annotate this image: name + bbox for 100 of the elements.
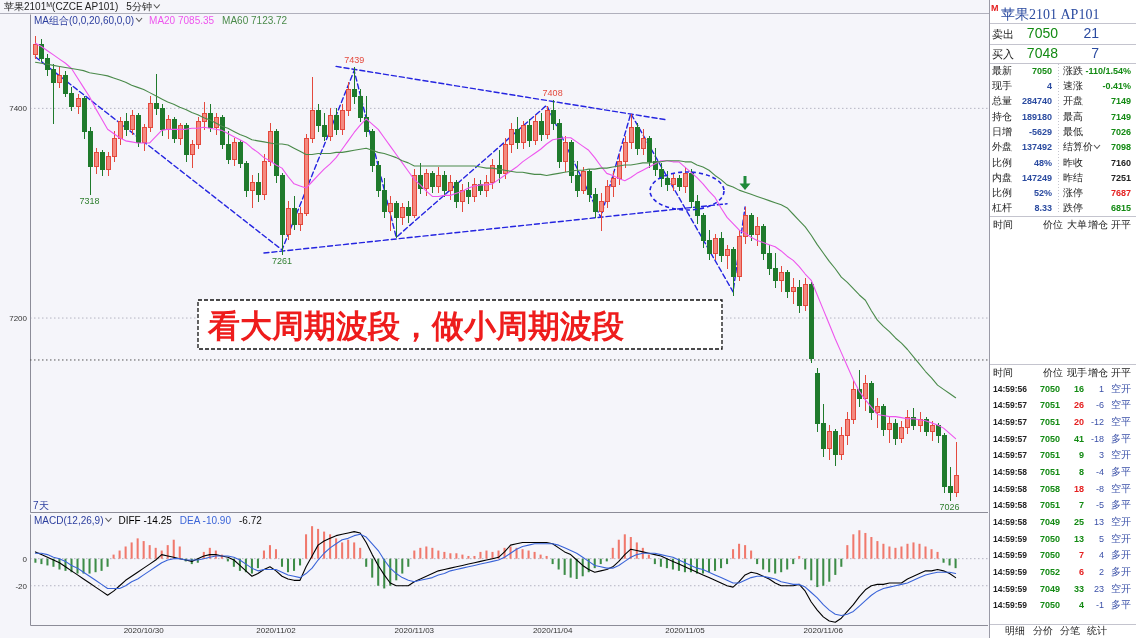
text: -18 [1090, 433, 1104, 444]
y-tick-label: -20 [15, 581, 28, 591]
text: 现手 [1067, 367, 1087, 378]
text: 7048 [1026, 45, 1059, 61]
text: 13 [1073, 533, 1084, 544]
text: 统计 [1087, 625, 1107, 636]
text: 7050 [1039, 550, 1060, 561]
text: 137492 [1021, 142, 1052, 152]
text: 16 [1073, 383, 1084, 394]
text: 7 [1078, 500, 1084, 511]
text: 13 [1093, 516, 1104, 527]
text: 7049 [1039, 583, 1060, 594]
text: 7 [1091, 45, 1100, 61]
text: 多开 [1111, 565, 1131, 577]
text: 多平 [1111, 499, 1131, 511]
text: 189180 [1021, 112, 1052, 122]
text: 7050 [1039, 533, 1060, 544]
text: 14:59:59 [993, 533, 1028, 544]
text: 7050 [1026, 25, 1059, 41]
text: 284740 [1021, 96, 1052, 106]
text: 7149 [1110, 96, 1131, 106]
text: 日增 [992, 126, 1012, 137]
text: MA20 7085.35 [149, 15, 215, 26]
text: 3 [1098, 450, 1104, 461]
text: 4 [1046, 81, 1052, 91]
text: -0.41% [1102, 81, 1131, 91]
text: 7160 [1110, 158, 1131, 168]
text: 空开 [1111, 515, 1131, 527]
text: 14:59:57 [993, 450, 1028, 461]
text: 7052 [1039, 566, 1060, 577]
text: 14:59:58 [993, 500, 1028, 511]
text: 买入 [992, 48, 1014, 60]
text: 昨结 [1063, 172, 1083, 183]
x-tick-label: 2020/11/05 [665, 625, 706, 635]
text: -8 [1095, 483, 1104, 494]
text: 速涨 [1063, 80, 1083, 91]
text: 苹果2101 AP101 [1001, 7, 1100, 22]
text: -4 [1095, 466, 1104, 477]
text: 7149 [1110, 112, 1131, 122]
text: 41 [1073, 433, 1084, 444]
text: 14:59:59 [993, 600, 1028, 611]
y-tick-label: 7400 [9, 104, 28, 114]
x-tick-label: 2020/10/30 [123, 625, 165, 635]
text: M [991, 3, 999, 13]
text: 分价 [1033, 625, 1053, 636]
text: 9 [1078, 450, 1084, 461]
text: 多开 [1111, 549, 1131, 561]
text: -12 [1090, 416, 1104, 427]
text: 空开 [1111, 582, 1131, 594]
text: 14:59:57 [993, 400, 1028, 411]
legend-title: MA组合(0,0,20,60,0,0) [34, 15, 135, 26]
text: 开平 [1111, 219, 1131, 230]
text: 33 [1073, 583, 1084, 594]
text: 7050 [1039, 383, 1060, 394]
text: -5629 [1028, 127, 1052, 137]
text: 7051 [1039, 416, 1060, 427]
annotation: 7408 [542, 87, 563, 98]
text: 5 [1098, 533, 1104, 544]
text: 7050 [1039, 600, 1060, 611]
text: 总量 [991, 95, 1012, 106]
legend-title: MACD(12,26,9) [34, 515, 104, 526]
text: -6 [1095, 400, 1104, 411]
text: 14:59:58 [993, 483, 1028, 494]
y-tick-label: 0 [22, 554, 28, 564]
annotation: 7026 [939, 502, 960, 513]
text: 7026 [1110, 127, 1131, 137]
annotation: -6.72 [238, 515, 263, 526]
text: 跌停 [1063, 202, 1083, 213]
text: 增仓 [1087, 219, 1108, 230]
text: 6815 [1110, 203, 1131, 213]
text: -110/1.54% [1085, 66, 1131, 76]
text: 26 [1073, 400, 1084, 411]
text: 7051 [1039, 450, 1060, 461]
text: 7251 [1110, 173, 1131, 183]
text: 52% [1033, 188, 1052, 198]
text: MA60 7123.72 [222, 15, 288, 26]
text: 最新 [992, 65, 1012, 76]
text: 21 [1083, 25, 1100, 41]
text: 8 [1078, 466, 1084, 477]
text: 开平 [1111, 367, 1131, 378]
text: 明细 [1005, 625, 1025, 636]
text: 7050 [1031, 66, 1052, 76]
annotation: 7439 [344, 55, 365, 66]
text: 时间 [993, 367, 1013, 378]
text: 14:59:58 [993, 466, 1028, 477]
text: 4 [1098, 550, 1104, 561]
text: 多平 [1111, 599, 1131, 611]
text: 大单 [1067, 219, 1087, 230]
annotation: 7天 [33, 500, 49, 511]
text: 比例 [992, 187, 1012, 198]
text: 现手 [992, 80, 1012, 91]
text: 7098 [1110, 142, 1131, 152]
text: 开盘 [1063, 95, 1083, 106]
text: 内盘 [992, 172, 1012, 183]
text: 18 [1073, 483, 1084, 494]
text: 外盘 [992, 141, 1012, 152]
text: 7049 [1039, 516, 1060, 527]
text: -1 [1095, 600, 1104, 611]
annotation: 7318 [79, 196, 100, 207]
text: 7 [1078, 550, 1084, 561]
